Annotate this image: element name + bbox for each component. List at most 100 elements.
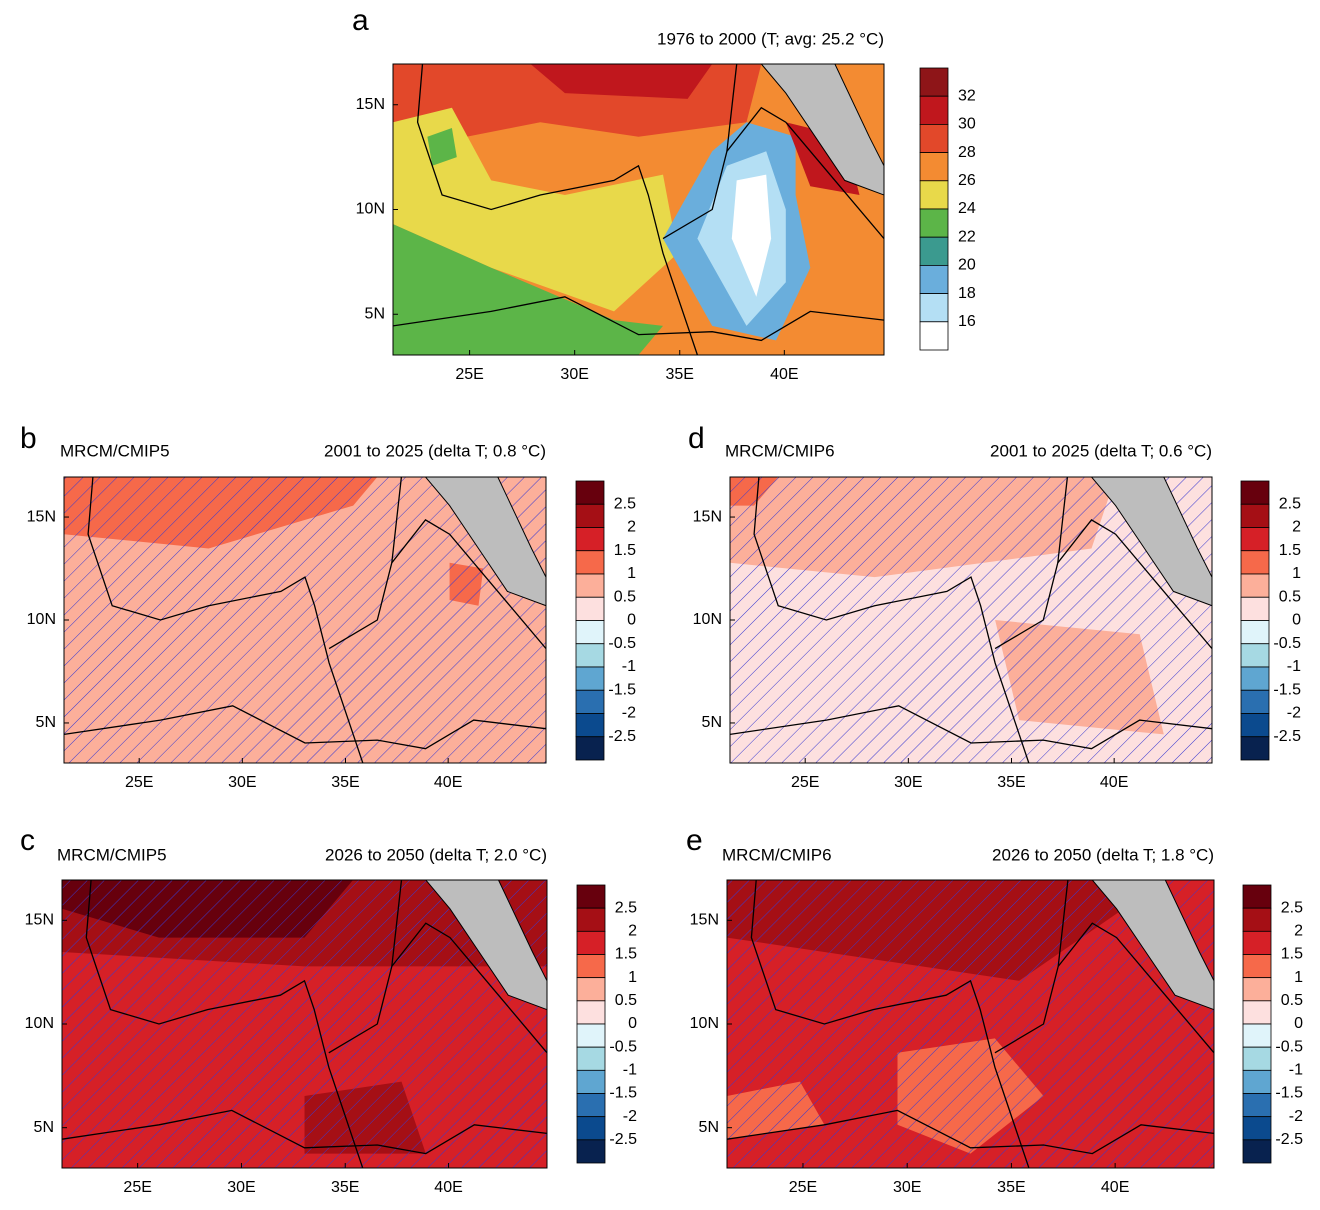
colorbar-box [576, 1093, 606, 1118]
x-tick-label: 40E [770, 366, 798, 383]
map-region [393, 107, 678, 312]
x-tick-label: 30E [560, 366, 588, 383]
border [662, 106, 884, 240]
colorbar-box [1240, 689, 1270, 714]
y-tick-label: 10N [25, 1015, 54, 1032]
panel-letter: d [688, 422, 705, 455]
border [686, 325, 699, 355]
colorbar-box [576, 954, 606, 979]
colorbar-box [576, 884, 606, 909]
colorbar-label: 2.5 [614, 495, 636, 512]
colorbar-label: 30 [958, 116, 976, 133]
colorbar-box [919, 152, 949, 182]
colorbar-box [575, 527, 605, 552]
x-tick-label: 40E [434, 1179, 462, 1196]
red-sea [425, 880, 547, 1011]
colorbar-box [576, 1000, 606, 1025]
map-panel: 25E 30E 35E 40E 15N 10N 5N c MRCM/CMIP5 2026 to 2… [20, 824, 637, 1196]
colorbar-box [1240, 643, 1270, 668]
colorbar-label: 1 [1294, 969, 1303, 986]
colorbar-label: 22 [958, 228, 976, 245]
colorbar-box [575, 620, 605, 645]
border [62, 1109, 547, 1155]
panel-title: 2001 to 2025 (delta T; 0.6 °C) [990, 441, 1212, 460]
colorbar-label: 26 [958, 172, 976, 189]
colorbar-label: -2 [1287, 705, 1301, 722]
colorbar-label: -0.5 [1273, 635, 1301, 652]
map-region [427, 128, 457, 166]
map-region [393, 224, 663, 355]
panel-title: 1976 to 2000 (T; avg: 25.2 °C) [657, 29, 884, 48]
x-tick-label: 25E [791, 774, 819, 791]
colorbar-box [919, 95, 949, 125]
colorbar-box [1240, 480, 1270, 505]
border [750, 880, 1020, 1140]
colorbar-label: 2 [1294, 923, 1303, 940]
colorbar-box [1242, 907, 1272, 932]
x-tick-label: 40E [1101, 1179, 1129, 1196]
colorbar-box [575, 503, 605, 528]
colorbar-box [1240, 666, 1270, 691]
x-tick-label: 25E [125, 774, 153, 791]
colorbar-box [575, 736, 605, 761]
y-tick-label: 15N [690, 912, 719, 929]
x-tick-label: 25E [789, 1179, 817, 1196]
colorbar-label: 2 [627, 519, 636, 536]
colorbar-box [576, 1116, 606, 1141]
border [1018, 1138, 1030, 1168]
border [328, 922, 547, 1054]
panel-title: 2026 to 2050 (delta T; 1.8 °C) [992, 845, 1214, 864]
border [994, 922, 1214, 1054]
colorbar-box [1242, 977, 1272, 1002]
colorbar-label: 0 [1294, 1015, 1303, 1032]
colorbar-box [576, 1139, 606, 1164]
panel-title: 2026 to 2050 (delta T; 2.0 °C) [325, 845, 547, 864]
y-tick-label: 10N [27, 611, 56, 628]
border [1057, 477, 1069, 563]
y-tick-label: 15N [25, 912, 54, 929]
x-tick-label: 35E [331, 1179, 359, 1196]
colorbar-box [575, 666, 605, 691]
colorbar-label: -1.5 [1273, 681, 1301, 698]
colorbar-box [576, 977, 606, 1002]
colorbar-label: 0.5 [1279, 588, 1301, 605]
colorbar-box [1240, 573, 1270, 598]
colorbar-box [919, 236, 949, 266]
map-panel: 25E 30E 35E 40E 15N 10N 5N a 1976 to 2000 (T; av… [352, 4, 976, 383]
colorbar-label: -2 [1289, 1108, 1303, 1125]
border [391, 477, 403, 563]
y-tick-label: 5N [34, 1119, 54, 1136]
colorbar-label: -1.5 [609, 1085, 637, 1102]
panel-title: 2001 to 2025 (delta T; 0.8 °C) [324, 441, 546, 460]
map-panel: 25E 30E 35E 40E 15N 10N 5N e MRCM/CMIP6 2026 to 2… [686, 824, 1303, 1196]
colorbar-box [1242, 930, 1272, 955]
border [727, 1109, 1214, 1155]
colorbar-label: 2 [628, 923, 637, 940]
colorbar-label: 16 [958, 313, 976, 330]
colorbar-box [1240, 596, 1270, 621]
colorbar-label: -2.5 [1275, 1131, 1303, 1148]
colorbar-label: 28 [958, 144, 976, 161]
colorbar-label: 0 [628, 1015, 637, 1032]
border [393, 296, 884, 342]
colorbar-box [919, 293, 949, 323]
panel-letter: c [20, 824, 35, 857]
colorbar-box [1242, 1116, 1272, 1141]
border [416, 64, 689, 327]
y-tick-label: 5N [702, 714, 722, 731]
colorbar-label: 2.5 [1279, 495, 1301, 512]
colorbar-label: 1.5 [1279, 542, 1301, 559]
border [64, 705, 546, 750]
colorbar-label: 1.5 [614, 542, 636, 559]
colorbar-box [1240, 736, 1270, 761]
x-tick-label: 35E [331, 774, 359, 791]
colorbar-box [919, 208, 949, 238]
colorbar-label: -1 [622, 658, 636, 675]
border [352, 734, 364, 763]
colorbar-label: 24 [958, 200, 976, 217]
colorbar-label: 20 [958, 257, 976, 274]
y-tick-label: 10N [690, 1015, 719, 1032]
y-tick-label: 15N [27, 508, 56, 525]
border [994, 519, 1212, 650]
